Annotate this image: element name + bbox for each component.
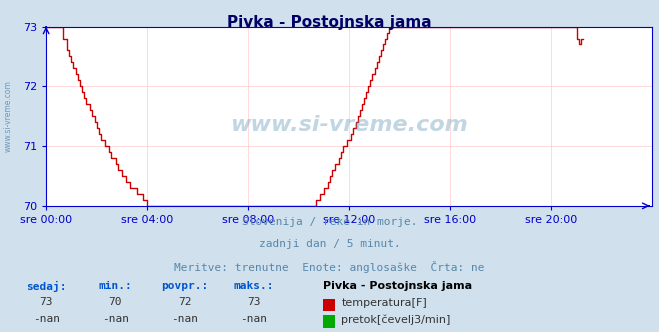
Text: maks.:: maks.: [233,281,274,290]
Text: -nan: -nan [171,314,198,324]
Text: sedaj:: sedaj: [26,281,67,291]
Text: 73: 73 [247,297,260,307]
Text: Pivka - Postojnska jama: Pivka - Postojnska jama [323,281,472,290]
Text: Slovenija / reke in morje.: Slovenija / reke in morje. [242,217,417,227]
Text: -nan: -nan [102,314,129,324]
Text: zadnji dan / 5 minut.: zadnji dan / 5 minut. [258,239,401,249]
Text: -nan: -nan [241,314,267,324]
Text: temperatura[F]: temperatura[F] [341,298,427,308]
Text: min.:: min.: [98,281,132,290]
Text: 72: 72 [178,297,191,307]
Text: Meritve: trenutne  Enote: anglosaške  Črta: ne: Meritve: trenutne Enote: anglosaške Črta… [174,261,485,273]
Text: www.si-vreme.com: www.si-vreme.com [3,80,13,152]
Text: Pivka - Postojnska jama: Pivka - Postojnska jama [227,15,432,30]
Text: 73: 73 [40,297,53,307]
Text: pretok[čevelj3/min]: pretok[čevelj3/min] [341,315,451,325]
Text: www.si-vreme.com: www.si-vreme.com [231,115,468,135]
Text: -nan: -nan [33,314,59,324]
Text: 70: 70 [109,297,122,307]
Text: povpr.:: povpr.: [161,281,208,290]
